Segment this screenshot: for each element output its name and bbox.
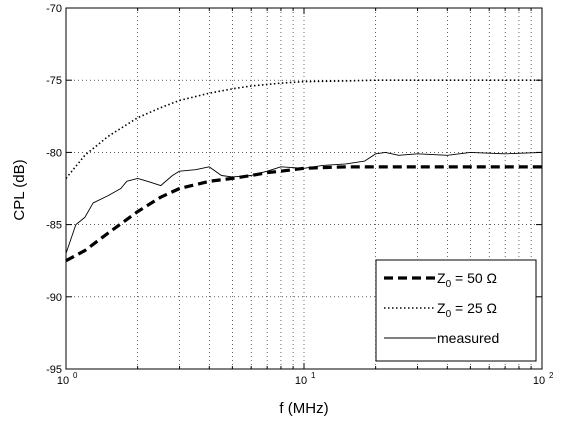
- legend-label-2: Z0 = 25 Ω: [437, 300, 497, 320]
- y-axis-label: CPL (dB): [11, 159, 28, 220]
- x-tick-label: 10: [57, 375, 69, 387]
- series-line-2: [65, 79, 542, 179]
- x-tick-label: 10: [295, 375, 307, 387]
- series-line-3: [65, 151, 543, 254]
- series-line-1: [65, 165, 542, 263]
- x-tick-label-exponent: 2: [549, 371, 554, 380]
- legend: Z0 = 50 Ω Z0 = 25 Ω measured: [375, 259, 537, 362]
- y-tick-label: -90: [46, 292, 62, 304]
- x-axis-label: f (MHz): [279, 400, 328, 417]
- y-tick-label: -80: [46, 147, 62, 159]
- x-tick-label-exponent: 0: [73, 371, 78, 380]
- y-tick-label: -85: [46, 220, 62, 232]
- legend-label-3: measured: [437, 330, 499, 346]
- series-lines: [65, 79, 543, 263]
- legend-label-1: Z0 = 50 Ω: [437, 270, 497, 290]
- y-tick-label: -95: [46, 364, 62, 376]
- y-tick-label: -75: [46, 75, 62, 87]
- x-tick-label: 10: [533, 375, 545, 387]
- y-tick-label: -70: [46, 3, 62, 15]
- x-tick-label-exponent: 1: [311, 371, 316, 380]
